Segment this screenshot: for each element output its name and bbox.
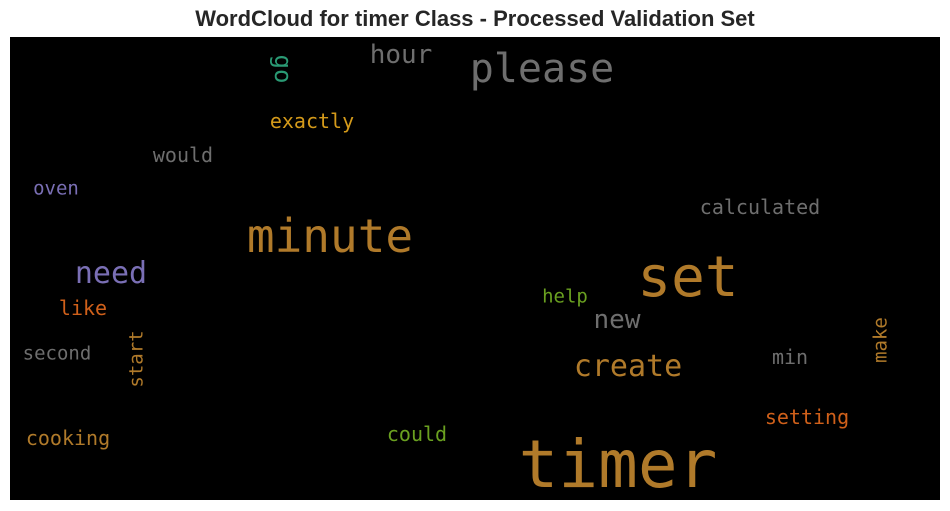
word-need: need <box>74 256 148 291</box>
word-hour: hour <box>369 40 433 70</box>
word-oven: oven <box>33 177 79 200</box>
word-set: set <box>637 245 739 310</box>
word-like: like <box>58 296 108 320</box>
word-minute: minute <box>246 209 414 263</box>
word-start: start <box>125 330 148 388</box>
word-help: help <box>542 285 588 308</box>
word-setting: setting <box>764 405 850 429</box>
word-could: could <box>386 422 448 446</box>
word-would: would <box>152 143 214 167</box>
chart-title: WordCloud for timer Class - Processed Va… <box>195 6 755 31</box>
word-make: make <box>869 317 892 363</box>
word-create: create <box>573 349 683 384</box>
word-cloud-canvas: timer set minute please need create hour… <box>10 37 940 500</box>
word-exactly: exactly <box>269 109 355 133</box>
word-new: new <box>593 305 641 335</box>
word-min: min <box>771 345 809 369</box>
word-calculated: calculated <box>699 195 821 219</box>
word-timer: timer <box>518 426 718 500</box>
word-cooking: cooking <box>25 426 111 450</box>
word-please: please <box>469 46 615 92</box>
word-go: go <box>269 54 297 84</box>
word-second: second <box>22 342 92 365</box>
